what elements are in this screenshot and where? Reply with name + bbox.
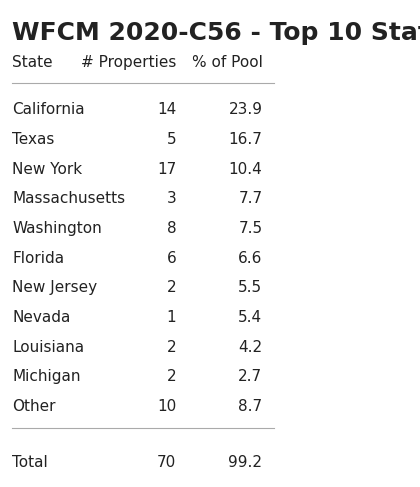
Text: New Jersey: New Jersey [13, 281, 97, 295]
Text: 16.7: 16.7 [228, 132, 262, 147]
Text: Florida: Florida [13, 251, 65, 266]
Text: 5.4: 5.4 [239, 310, 262, 325]
Text: New York: New York [13, 162, 83, 177]
Text: Louisiana: Louisiana [13, 340, 84, 355]
Text: 70: 70 [157, 455, 176, 470]
Text: 4.2: 4.2 [239, 340, 262, 355]
Text: 17: 17 [157, 162, 176, 177]
Text: 1: 1 [167, 310, 176, 325]
Text: 10.4: 10.4 [229, 162, 262, 177]
Text: Michigan: Michigan [13, 369, 81, 384]
Text: Washington: Washington [13, 221, 102, 236]
Text: 5: 5 [167, 132, 176, 147]
Text: California: California [13, 102, 85, 117]
Text: Nevada: Nevada [13, 310, 71, 325]
Text: Massachusetts: Massachusetts [13, 191, 126, 206]
Text: 7.7: 7.7 [239, 191, 262, 206]
Text: % of Pool: % of Pool [192, 55, 262, 70]
Text: 2: 2 [167, 281, 176, 295]
Text: # Properties: # Properties [81, 55, 176, 70]
Text: 5.5: 5.5 [239, 281, 262, 295]
Text: 6: 6 [167, 251, 176, 266]
Text: 10: 10 [157, 399, 176, 414]
Text: WFCM 2020-C56 - Top 10 States: WFCM 2020-C56 - Top 10 States [13, 21, 420, 45]
Text: 2: 2 [167, 369, 176, 384]
Text: 3: 3 [167, 191, 176, 206]
Text: 8: 8 [167, 221, 176, 236]
Text: Texas: Texas [13, 132, 55, 147]
Text: 2.7: 2.7 [239, 369, 262, 384]
Text: State: State [13, 55, 53, 70]
Text: 7.5: 7.5 [239, 221, 262, 236]
Text: 14: 14 [157, 102, 176, 117]
Text: Total: Total [13, 455, 48, 470]
Text: 99.2: 99.2 [228, 455, 262, 470]
Text: 6.6: 6.6 [238, 251, 262, 266]
Text: 23.9: 23.9 [228, 102, 262, 117]
Text: 2: 2 [167, 340, 176, 355]
Text: 8.7: 8.7 [239, 399, 262, 414]
Text: Other: Other [13, 399, 56, 414]
